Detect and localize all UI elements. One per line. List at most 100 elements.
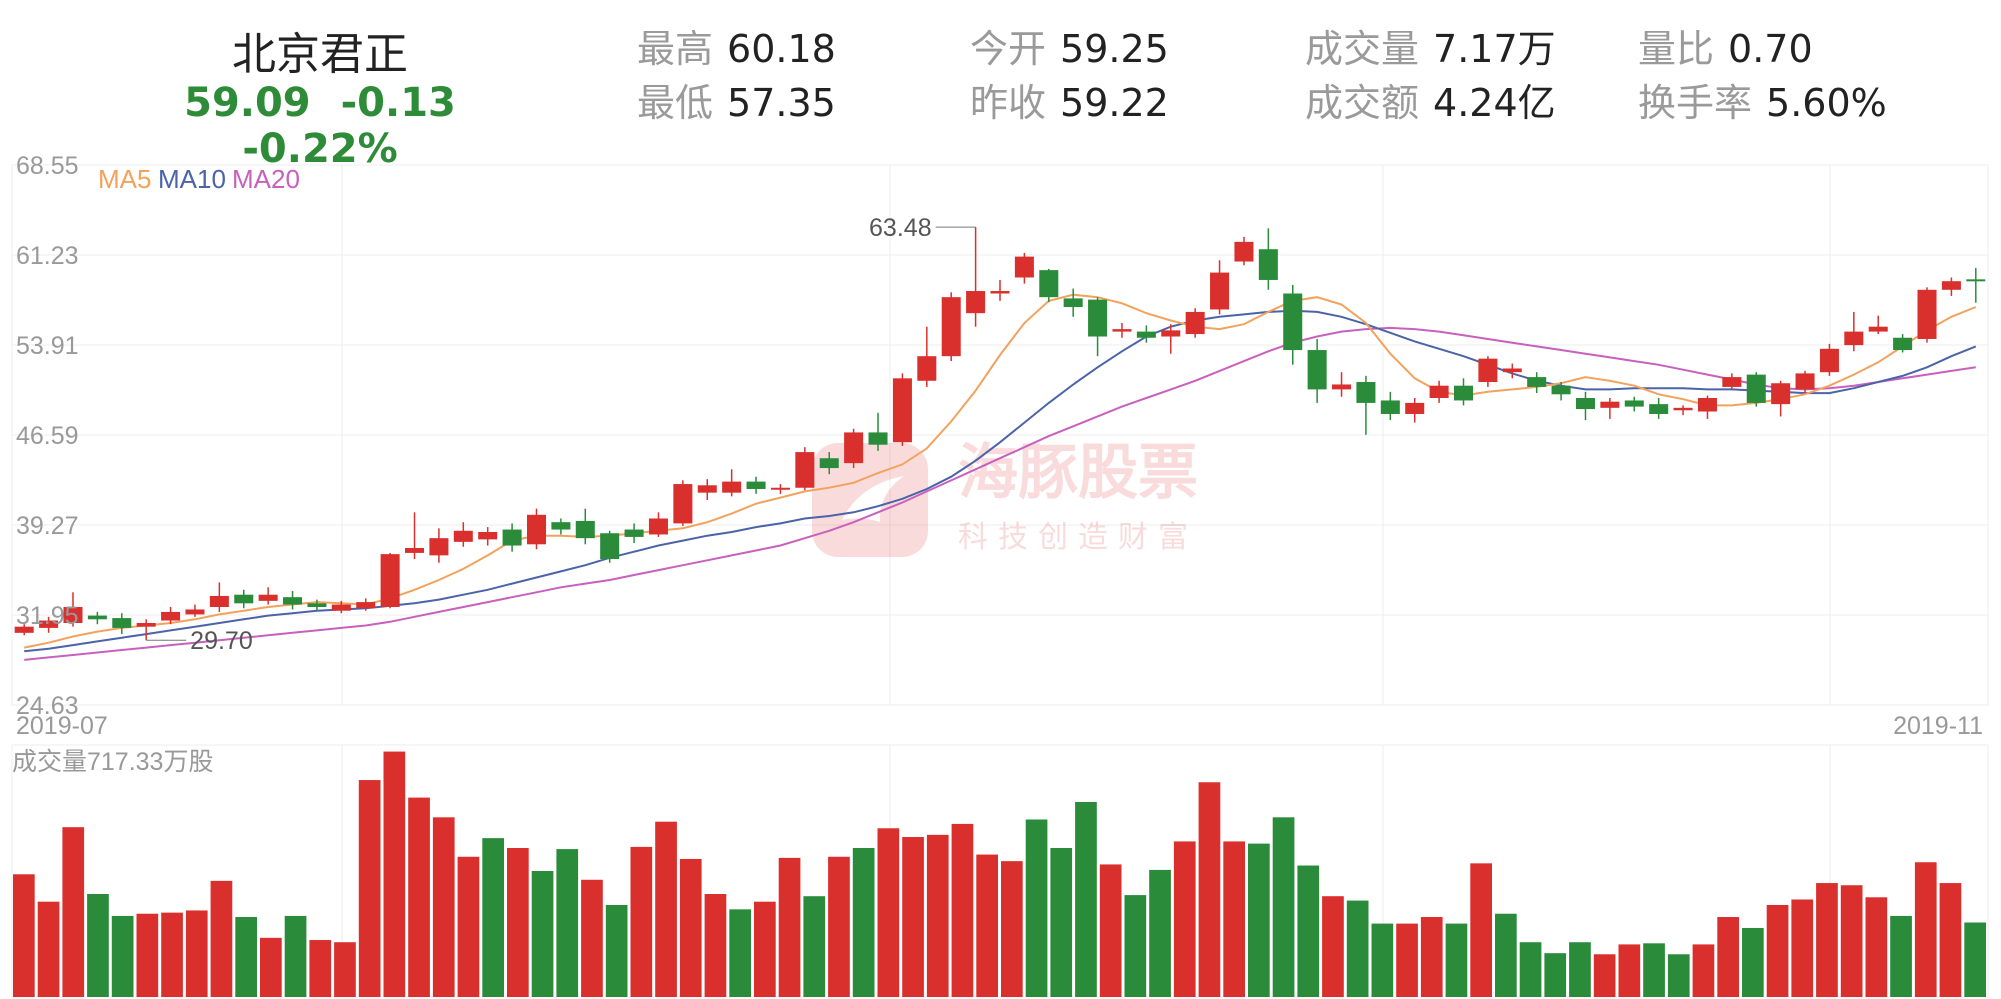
candle-body [1917, 289, 1937, 339]
volume-bar [358, 780, 381, 997]
volume-bar [507, 847, 529, 997]
y-tick-label: 61.23 [16, 242, 79, 270]
volume-bar [1692, 944, 1715, 997]
candle-body [1722, 377, 1742, 387]
candle-body [1063, 298, 1083, 308]
price-change-pct: -0.22% [242, 126, 398, 172]
candle-body [1088, 299, 1108, 337]
volume-bar [37, 901, 60, 997]
volume-bar [62, 827, 85, 997]
volume-bar [902, 837, 924, 997]
volume-bar [457, 856, 480, 997]
candle-body [380, 554, 400, 608]
legend-ma20: MA20 [232, 164, 300, 194]
volume-bar [803, 896, 826, 997]
volume-bar [655, 821, 677, 997]
candlesticks [14, 227, 1986, 641]
volume-bar [432, 817, 455, 997]
stat-turnover-rate: 换手率 5.60% [1638, 81, 1887, 125]
volume-bar [630, 846, 653, 997]
volume-bar [1569, 942, 1591, 997]
volume-bar [1248, 843, 1270, 997]
ma20-line [24, 326, 1976, 661]
volume-bar [1198, 782, 1221, 997]
candle-body [551, 522, 571, 530]
candle-body [1136, 331, 1156, 338]
candle-body [1258, 249, 1278, 280]
candle-body [1649, 404, 1669, 414]
candle-body [136, 622, 156, 627]
volume-bar [926, 834, 949, 997]
volume-bar [1593, 954, 1616, 997]
candle-body [1039, 270, 1059, 298]
volume-bar [1025, 819, 1048, 997]
stat-open: 今开 59.25 [970, 27, 1169, 71]
legend: MA5 MA10 MA20 [98, 164, 300, 194]
volume-bar [1445, 923, 1468, 997]
volume-bar [87, 894, 109, 997]
candle-body [673, 484, 693, 524]
candle-body [1868, 326, 1888, 332]
volume-panel [11, 744, 1989, 998]
ma5-line [24, 293, 1977, 649]
watermark-logo [812, 443, 928, 557]
volume-bar [1371, 923, 1394, 997]
candle-body [1502, 368, 1522, 373]
candle-body [405, 547, 425, 553]
volume-bar [581, 879, 603, 997]
candle-body [63, 607, 83, 623]
max-label: 63.48 [869, 214, 932, 242]
price-line: 59.09 -0.13 -0.22% [130, 80, 510, 172]
candle-body [1575, 397, 1595, 410]
candle-body [1844, 331, 1864, 346]
candle-body [331, 604, 351, 611]
x-label-start: 2019-07 [16, 712, 108, 740]
candle-body [209, 595, 229, 608]
legend-ma5: MA5 [98, 164, 151, 194]
y-tick-label: 53.91 [16, 332, 79, 360]
candle-body [283, 597, 303, 605]
price-change: -0.13 [340, 80, 456, 126]
volume-bar [1173, 841, 1196, 997]
volume-bar [951, 823, 974, 997]
volume-bar [1346, 900, 1369, 997]
candle-body [1624, 400, 1644, 407]
candle-body [1210, 272, 1230, 310]
candle-body [795, 452, 815, 488]
candle-body [917, 356, 937, 381]
volume-bar [185, 910, 208, 997]
candle-body [1307, 350, 1327, 390]
volume-bar [1667, 954, 1690, 997]
y-tick-label: 39.27 [16, 512, 79, 540]
volume-bar [309, 940, 332, 997]
candle-body [624, 529, 644, 537]
candle-body [1014, 256, 1034, 278]
last-price: 59.09 [184, 80, 311, 126]
candle-body [1551, 385, 1571, 395]
volume-bar [754, 901, 776, 997]
candle-body [1185, 311, 1205, 335]
volume-panel-border [11, 744, 1989, 998]
volume-bar [1297, 865, 1320, 997]
volume-bar [1223, 841, 1245, 997]
candle-body [478, 532, 498, 540]
volume-bar [1272, 817, 1295, 997]
candle-body [697, 485, 717, 493]
candle-body [1380, 400, 1400, 414]
candle-body [892, 378, 912, 443]
candle-body [1771, 383, 1791, 405]
candle-body [234, 594, 254, 604]
volume-bar [778, 857, 801, 997]
volume-bar [1396, 923, 1418, 997]
volume-bar [1322, 896, 1344, 997]
candle-body [307, 603, 327, 608]
candle-body [1405, 402, 1425, 414]
volume-bar [383, 751, 406, 997]
candle-body [1332, 384, 1352, 390]
volume-bar [1149, 869, 1171, 997]
candle-body [1527, 377, 1547, 387]
candle-body [502, 529, 522, 546]
volume-bar [1717, 917, 1739, 997]
watermark: 海豚股票 科技创造财富 [812, 439, 1198, 557]
stock-name: 北京君正 [232, 29, 408, 80]
